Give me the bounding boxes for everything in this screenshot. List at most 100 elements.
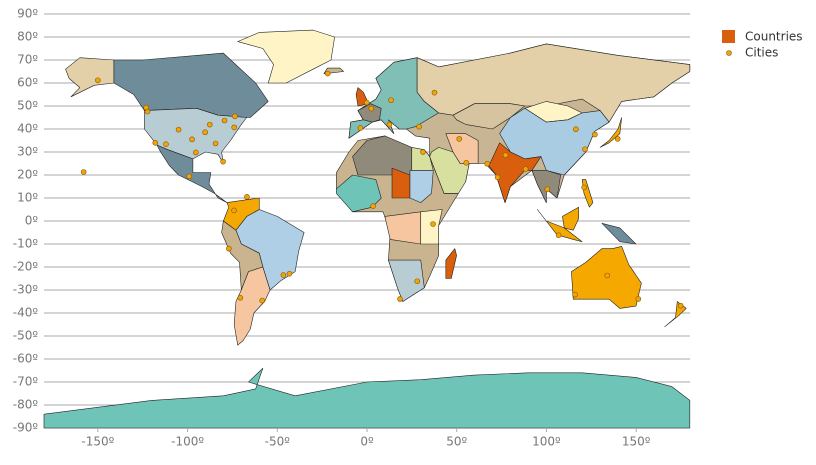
city-point: [456, 136, 463, 142]
y-tick-label: -90º: [13, 421, 39, 435]
axes: 90º 80º 70º 60º 50º 40º 30º 20º 10º 0º -10º -20º -30…: [13, 7, 651, 449]
city-point: [484, 160, 491, 167]
y-tick-label: 60º: [17, 76, 38, 90]
city-point: [572, 291, 578, 298]
city-point: [368, 105, 375, 112]
x-tick-label: -50º: [265, 435, 291, 449]
city-point: [614, 136, 621, 142]
legend-swatch: [726, 50, 732, 56]
central-africa: [385, 212, 421, 244]
east-africa: [421, 210, 443, 245]
city-point: [207, 121, 213, 128]
iran: [446, 134, 478, 164]
y-tick-label: -30º: [13, 283, 39, 297]
y-tick-label: 40º: [17, 122, 38, 136]
city-point: [494, 174, 501, 181]
city-point: [397, 296, 403, 302]
north-south-america: [223, 198, 259, 230]
city-point: [581, 184, 587, 191]
city-point: [212, 140, 219, 147]
city-point: [555, 232, 562, 239]
city-point: [237, 295, 244, 301]
city-point: [677, 302, 684, 309]
y-tick-label: 0º: [25, 214, 39, 228]
city-point: [416, 123, 422, 130]
city-point: [80, 169, 87, 175]
city-point: [414, 278, 421, 285]
city-point: [189, 136, 195, 143]
city-point: [420, 149, 426, 155]
x-tick-label: -150º: [81, 435, 114, 449]
japan: [600, 118, 622, 148]
city-point: [226, 245, 232, 252]
y-tick-label: -20º: [13, 260, 39, 274]
city-point: [388, 97, 394, 104]
argentina: [234, 267, 270, 345]
city-point: [232, 113, 238, 120]
city-point: [259, 297, 266, 304]
city-point: [592, 131, 598, 138]
sudan: [410, 170, 433, 202]
legend-label: Countries: [745, 30, 803, 44]
x-tick-label: -100º: [171, 435, 204, 449]
city-point: [364, 99, 370, 106]
city-point: [175, 126, 182, 133]
city-point: [386, 121, 393, 128]
city-point: [522, 166, 529, 172]
y-tick-label: 70º: [17, 53, 38, 67]
city-point: [193, 149, 199, 156]
legend-swatch: [722, 30, 735, 43]
madagascar: [446, 249, 457, 279]
city-point: [244, 194, 250, 200]
city-point: [604, 272, 611, 279]
countries: [44, 30, 690, 428]
mexico: [157, 145, 227, 203]
city-point: [231, 124, 238, 131]
city-point: [143, 104, 149, 111]
city-point: [635, 296, 642, 302]
y-tick-label: -70º: [13, 375, 39, 389]
y-tick-label: 50º: [17, 99, 38, 113]
legend-label: Cities: [745, 46, 778, 60]
city-point: [286, 270, 293, 277]
southeast-asia: [532, 170, 561, 202]
antarctica: [44, 368, 690, 428]
y-tick-label: -10º: [13, 237, 39, 251]
city-point: [152, 140, 159, 146]
y-tick-label: -60º: [13, 352, 39, 366]
y-tick-label: 30º: [17, 145, 38, 159]
city-point: [280, 272, 287, 278]
y-tick-label: -50º: [13, 329, 39, 343]
city-point: [163, 141, 169, 147]
city-point: [202, 129, 208, 136]
city-point: [582, 146, 588, 153]
alaska: [66, 58, 114, 97]
canada: [114, 53, 268, 117]
x-tick-label: 0º: [360, 435, 374, 449]
x-tick-label: 100º: [532, 435, 561, 449]
y-tick-label: -80º: [13, 398, 39, 412]
city-point: [573, 126, 579, 133]
city-point: [430, 221, 436, 227]
y-tick-label: 90º: [17, 7, 38, 21]
cities: [80, 70, 684, 309]
x-tick-label: 150º: [622, 435, 651, 449]
borneo: [562, 207, 578, 230]
city-point: [231, 207, 237, 214]
city-point: [220, 158, 226, 165]
x-tick-label: 50º: [446, 435, 467, 449]
y-tick-label: 20º: [17, 168, 38, 182]
france: [358, 104, 381, 122]
city-point: [324, 70, 331, 77]
new-guinea: [602, 223, 636, 244]
greenland: [238, 30, 335, 83]
city-point: [544, 186, 551, 193]
city-point: [221, 117, 228, 124]
city-point: [502, 152, 509, 159]
southern-africa: [388, 260, 424, 301]
city-point: [370, 203, 376, 209]
y-tick-label: -40º: [13, 306, 39, 320]
y-tick-label: 10º: [17, 191, 38, 205]
y-tick-label: 80º: [17, 30, 38, 44]
